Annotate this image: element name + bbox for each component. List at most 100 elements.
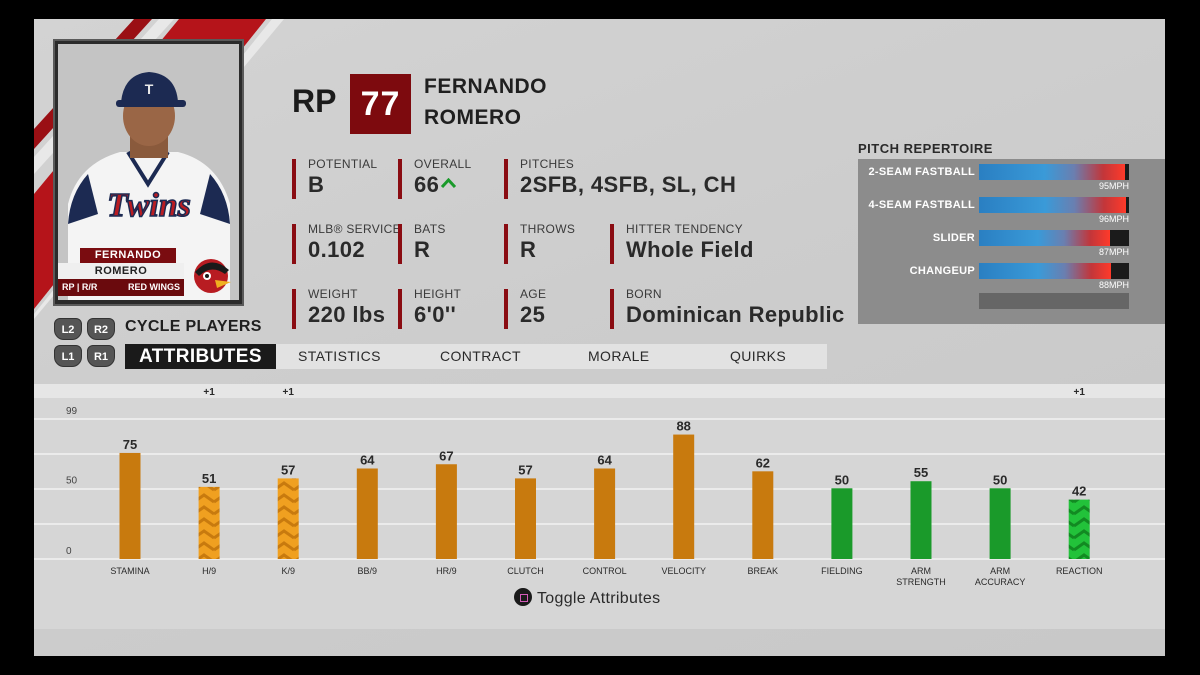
attribute-category-label: FIELDING xyxy=(821,566,863,576)
pitch-velocity-fill xyxy=(979,164,1125,180)
attribute-category-label: CLUTCH xyxy=(507,566,544,576)
attribute-value-label: 55 xyxy=(914,465,928,480)
info-value: 220 lbs xyxy=(308,302,386,327)
info-value: 6'0'' xyxy=(414,302,457,327)
r1-button-icon[interactable]: R1 xyxy=(87,345,115,367)
tab-morale[interactable]: MORALE xyxy=(588,348,650,364)
info-weight: WEIGHT 220 lbs xyxy=(292,287,386,329)
info-value: R xyxy=(414,237,431,262)
pitch-velocity-bar xyxy=(979,197,1129,213)
attribute-category-label: STAMINA xyxy=(110,566,149,576)
attribute-value-label: 88 xyxy=(676,419,690,434)
attribute-bar xyxy=(910,481,932,559)
attributes-chart: 99 50 0 75 STAMINA 51 +1 H/9 57 +1 K/9 64 BB/9 67 HR/… xyxy=(34,384,1165,629)
y-tick-label: 50 xyxy=(66,475,78,486)
info-hitter-tendency: HITTER TENDENCY Whole Field xyxy=(610,222,754,264)
team-logo-icon xyxy=(194,259,231,293)
attribute-category-label: ARM xyxy=(911,566,931,576)
player-first-name: FERNANDO xyxy=(424,75,547,98)
attribute-category-label: BREAK xyxy=(748,566,779,576)
pitch-name: 4-SEAM FASTBALL xyxy=(868,199,975,211)
attribute-category-label: HR/9 xyxy=(436,566,457,576)
pitch-velocity-bar xyxy=(979,164,1129,180)
attribute-value-label: 57 xyxy=(281,462,295,477)
info-label: BATS xyxy=(414,222,446,236)
info-age: AGE 25 xyxy=(504,287,546,329)
info-value: R xyxy=(520,237,537,262)
info-label: HITTER TENDENCY xyxy=(626,222,743,236)
info-label: MLB® SERVICE xyxy=(308,222,401,236)
pitch-speed: 95MPH xyxy=(1098,181,1129,191)
attribute-bar xyxy=(752,471,774,559)
attribute-boost-label: +1 xyxy=(282,387,294,398)
info-label: PITCHES xyxy=(520,157,575,171)
card-position-handedness: RP | R/R xyxy=(62,282,98,292)
attribute-value-label: 67 xyxy=(439,448,453,463)
attribute-boost-label: +1 xyxy=(203,387,215,398)
info-value: 2SFB, 4SFB, SL, CH xyxy=(520,172,737,197)
info-value: Dominican Republic xyxy=(626,302,845,327)
toggle-attributes-button[interactable]: Toggle Attributes xyxy=(514,588,660,608)
info-service: MLB® SERVICE 0.102 xyxy=(292,222,401,264)
attribute-bar xyxy=(831,488,853,559)
cycle-players-label: CYCLE PLAYERS xyxy=(125,318,262,335)
attribute-category-label: REACTION xyxy=(1056,566,1103,576)
tab-quirks[interactable]: QUIRKS xyxy=(730,348,787,364)
info-value: B xyxy=(308,172,325,197)
toggle-attributes-label: Toggle Attributes xyxy=(537,590,661,607)
attribute-category-label: CONTROL xyxy=(583,566,627,576)
overall-rating-box: 77 xyxy=(350,74,411,134)
pitch-velocity-fill xyxy=(979,230,1110,246)
attribute-category-label: H/9 xyxy=(202,566,216,576)
info-potential: POTENTIAL B xyxy=(292,157,378,199)
attribute-value-label: 75 xyxy=(123,437,137,452)
attribute-bar xyxy=(1068,499,1090,559)
attribute-value-label: 50 xyxy=(835,472,849,487)
tab-statistics[interactable]: STATISTICS xyxy=(298,348,381,364)
info-pitches: PITCHES 2SFB, 4SFB, SL, CH xyxy=(504,157,737,199)
attribute-bar xyxy=(515,478,536,559)
info-value: Whole Field xyxy=(626,237,754,262)
tab-contract[interactable]: CONTRACT xyxy=(440,348,521,364)
info-value: 0.102 xyxy=(308,237,366,262)
attribute-value-label: 42 xyxy=(1072,484,1086,499)
r2-button-icon[interactable]: R2 xyxy=(87,318,115,340)
info-label: POTENTIAL xyxy=(308,157,378,171)
attribute-bar xyxy=(594,468,616,559)
card-team-name: RED WINGS xyxy=(127,282,180,292)
attribute-bar xyxy=(673,434,695,559)
card-meta: RP | R/R RED WINGS xyxy=(58,279,184,296)
y-tick-label: 99 xyxy=(66,406,78,417)
l1-button-icon[interactable]: L1 xyxy=(54,345,82,367)
attribute-bar xyxy=(356,468,378,559)
pitch-velocity-bar xyxy=(979,263,1129,279)
pitch-speed: 87MPH xyxy=(1098,247,1129,257)
attribute-value-label: 64 xyxy=(597,452,612,467)
attribute-bar xyxy=(435,464,457,559)
attribute-category-label: ARM xyxy=(990,566,1010,576)
info-overall: OVERALL 66 xyxy=(398,157,472,199)
svg-text:T: T xyxy=(145,81,154,97)
player-card[interactable]: Twins T FERNANDO ROMERO RP | R/R RED WIN… xyxy=(53,39,244,306)
info-height: HEIGHT 6'0'' xyxy=(398,287,461,329)
pitch-speed: 96MPH xyxy=(1098,214,1129,224)
pitch-name: 2-SEAM FASTBALL xyxy=(868,166,975,178)
chevron-up-icon xyxy=(441,178,457,188)
tab-attributes[interactable]: ATTRIBUTES xyxy=(125,344,276,369)
info-born: BORN Dominican Republic xyxy=(610,287,845,329)
info-label: WEIGHT xyxy=(308,287,358,301)
attribute-value-label: 51 xyxy=(202,471,216,486)
pitch-velocity-fill xyxy=(979,197,1126,213)
attribute-boost-label: +1 xyxy=(1073,387,1085,398)
l2-button-icon[interactable]: L2 xyxy=(54,318,82,340)
info-label: OVERALL xyxy=(414,157,472,171)
overall-value: 66 xyxy=(414,172,440,197)
attribute-value-label: 50 xyxy=(993,472,1007,487)
pitch-velocity-bar xyxy=(979,230,1129,246)
attribute-category-label: STRENGTH xyxy=(896,577,946,587)
player-last-name: ROMERO xyxy=(424,106,522,129)
attribute-category-label: K/9 xyxy=(281,566,295,576)
attribute-value-label: 62 xyxy=(756,455,770,470)
attribute-category-label: VELOCITY xyxy=(661,566,706,576)
square-button-icon xyxy=(514,588,532,606)
